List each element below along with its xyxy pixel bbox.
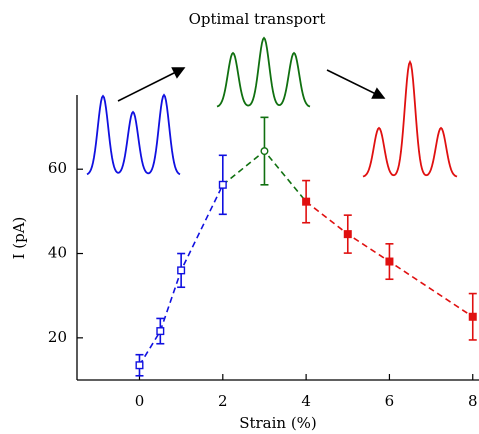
arrow	[117, 67, 186, 102]
chart-title: Optimal transport	[189, 10, 326, 28]
arrow	[326, 69, 386, 99]
blue-waveform	[86, 93, 181, 176]
insets	[86, 36, 458, 178]
marker	[302, 197, 311, 206]
x-tick-label: 6	[385, 392, 395, 410]
x-tick-label: 2	[218, 392, 228, 410]
marker	[218, 180, 227, 189]
green-waveform	[216, 36, 311, 108]
red-waveform	[362, 59, 458, 178]
marker	[156, 327, 165, 336]
trend-line	[138, 184, 224, 366]
marker	[343, 230, 352, 239]
marker	[177, 266, 186, 275]
marker	[260, 147, 269, 156]
y-axis-label: I (pA)	[10, 217, 28, 260]
marker	[135, 361, 144, 370]
trend-line	[305, 201, 474, 318]
y-tick-label: 20	[48, 328, 67, 346]
marker	[468, 312, 477, 321]
y-tick-label: 60	[48, 159, 67, 177]
y-tick-label: 40	[48, 244, 67, 262]
x-tick-label: 4	[301, 392, 311, 410]
x-axis-label: Strain (%)	[239, 414, 317, 432]
x-tick-label: 8	[468, 392, 478, 410]
x-tick-label: 0	[135, 392, 145, 410]
marker	[385, 257, 394, 266]
